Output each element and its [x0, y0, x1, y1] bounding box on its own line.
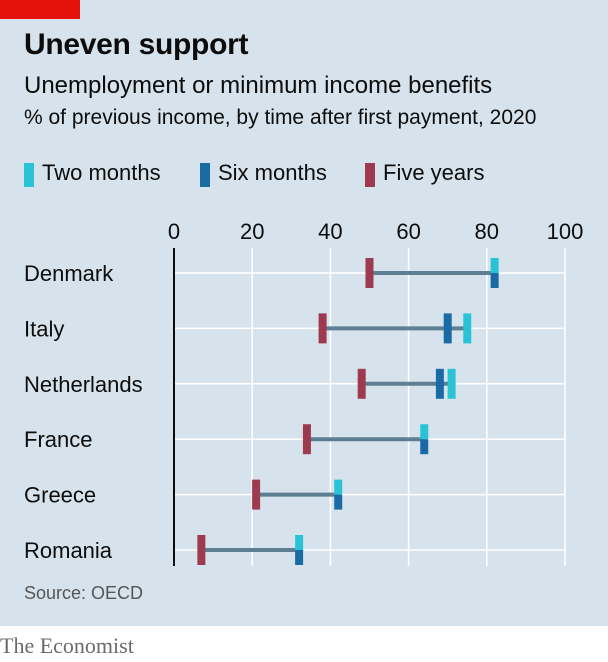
category-label-greece: Greece — [24, 483, 96, 508]
marker-five-years-netherlands — [357, 368, 366, 399]
marker-six-months-greece — [334, 494, 343, 510]
marker-two-months-romania — [295, 535, 304, 550]
marker-two-months-greece — [334, 479, 343, 495]
marker-five-years-denmark — [365, 258, 374, 288]
marker-six-months-denmark — [490, 273, 499, 288]
marker-six-months-france — [420, 439, 429, 455]
marker-five-years-greece — [252, 479, 261, 510]
legend-swatch-five-years — [365, 163, 375, 187]
marker-six-months-italy — [443, 313, 452, 344]
marker-two-months-france — [420, 424, 429, 440]
legend-label-five-years: Five years — [383, 160, 485, 185]
x-tick-label-80: 80 — [475, 219, 499, 244]
x-tick-label-100: 100 — [547, 219, 584, 244]
legend-swatch-six-months — [200, 163, 210, 187]
x-tick-label-60: 60 — [396, 219, 420, 244]
chart-caption: % of previous income, by time after firs… — [24, 106, 537, 129]
category-label-netherlands: Netherlands — [24, 372, 143, 397]
category-label-france: France — [24, 427, 92, 452]
marker-two-months-netherlands — [447, 368, 456, 399]
marker-two-months-denmark — [490, 258, 499, 273]
x-tick-label-40: 40 — [318, 219, 342, 244]
brand-wordmark: The Economist — [0, 633, 134, 658]
source-note: Source: OECD — [24, 583, 144, 603]
chart-title: Uneven support — [24, 28, 249, 61]
category-label-denmark: Denmark — [24, 261, 114, 286]
x-tick-label-0: 0 — [168, 219, 180, 244]
marker-two-months-italy — [463, 313, 472, 344]
legend-swatch-two-months — [24, 163, 34, 187]
category-label-italy: Italy — [24, 316, 64, 341]
marker-five-years-italy — [318, 313, 327, 344]
legend-label-six-months: Six months — [218, 160, 327, 185]
marker-six-months-netherlands — [435, 368, 444, 399]
legend-label-two-months: Two months — [42, 160, 161, 185]
chart-subtitle: Unemployment or minimum income benefits — [24, 72, 493, 99]
marker-six-months-romania — [295, 550, 304, 565]
marker-five-years-romania — [197, 535, 206, 565]
brand-red-tag — [0, 0, 80, 19]
category-label-romania: Romania — [24, 538, 113, 563]
dot-range-chart: 0 20 40 60 80 100 Denmark Italy Netherlands Franc… — [24, 219, 584, 566]
x-tick-label-20: 20 — [240, 219, 264, 244]
chart-panel: Uneven support Unemployment or minimum i… — [0, 0, 608, 626]
marker-five-years-france — [302, 424, 311, 455]
